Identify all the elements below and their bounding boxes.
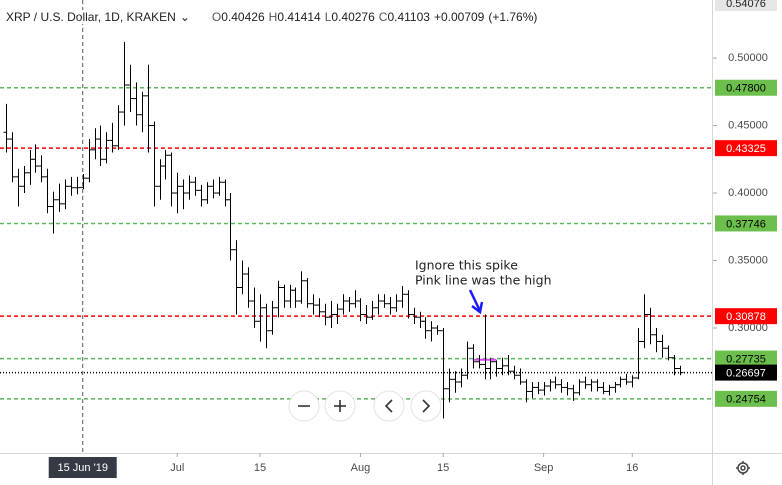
x-tick-label: Sep [534,462,554,474]
legend-key: O [211,10,222,24]
legend-key: C [378,10,388,24]
x-tick-label: Aug [351,462,371,474]
price-label: 0.37746 [726,218,766,230]
legend-change: +0.00709 [433,10,485,24]
price-label-box [715,215,777,232]
zoom-out-button[interactable] [288,390,320,422]
price-label-box [715,364,777,381]
legend-value: 0.41414 [277,10,321,24]
nav-buttons [288,390,442,422]
legend-item: L0.40276 [325,10,375,24]
legend-item: H0.41414 [269,10,321,24]
crosshair-label-box [48,457,117,478]
y-tick-label: 0.30000 [728,322,768,334]
legend-key: L [324,10,332,24]
scroll-right-button[interactable] [410,390,442,422]
price-label: 0.43325 [726,143,766,155]
legend-change-pct: (+1.76%) [488,10,538,24]
annotation-text: Ignore this spike [415,258,518,273]
price-label-box [715,390,777,407]
x-tick-label: Jul [170,462,184,474]
spacer [194,10,208,24]
x-tick-label: 15 [437,462,449,474]
axis-marker-box [715,0,777,12]
y-tick-label: 0.40000 [728,187,768,199]
annotation-arrow [468,289,484,315]
price-label-box [715,350,777,367]
chart-header: XRP / U.S. Dollar, 1D, KRAKEN ⌄ O0.40426… [6,10,538,24]
price-label: 0.26697 [726,367,766,379]
annotation-text: Pink line was the high [415,273,552,288]
axis-marker-label: 0.54076 [726,0,766,10]
x-tick-label: 16 [626,462,638,474]
settings-button[interactable] [736,461,750,475]
symbol-title[interactable]: XRP / U.S. Dollar, 1D, KRAKEN [6,10,176,24]
y-tick-label: 0.50000 [728,52,768,64]
legend-key: H [268,10,278,24]
legend-item: O0.40426 [212,10,265,24]
price-label: 0.30878 [726,311,766,323]
y-tick-label: 0.35000 [728,254,768,266]
plot [0,0,712,453]
price-label-box [715,140,777,157]
chevron[interactable]: ⌄ [179,10,190,24]
price-label: 0.27735 [726,353,766,365]
price-label-box [715,308,777,325]
price-label-box [715,79,777,96]
price-label: 0.24754 [726,394,766,406]
legend-item: C0.41103 [379,10,430,24]
legend-value: 0.40426 [221,10,265,24]
x-tick-label: 15 [254,462,266,474]
price-label: 0.47800 [726,83,766,95]
crosshair-label: 15 Jun '19 [58,462,108,474]
legend-value: 0.41103 [387,10,430,24]
zoom-in-button[interactable] [324,390,356,422]
y-tick-label: 0.45000 [728,119,768,131]
scroll-left-button[interactable] [373,390,405,422]
legend-value: 0.40276 [331,10,375,24]
